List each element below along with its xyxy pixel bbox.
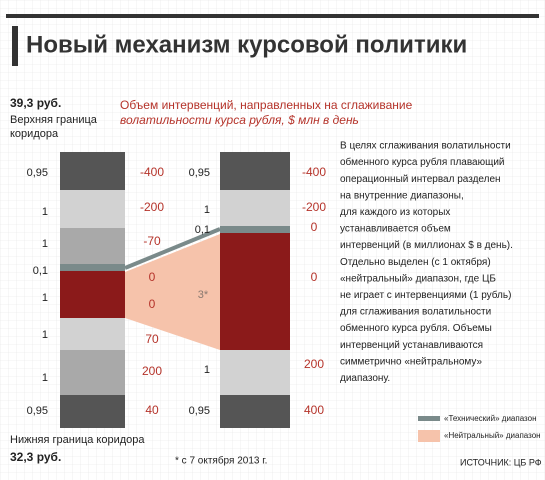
paragraph-line: устанавливается объем xyxy=(340,223,451,235)
title: Новый механизм курсовой политики xyxy=(26,31,467,58)
paragraph-line: В целях сглаживания волатильности xyxy=(340,141,511,152)
upper-label: коридора xyxy=(10,128,59,140)
paragraph-line: Отдельно выделен (с 1 октября) xyxy=(340,256,491,268)
width-label: 1 xyxy=(42,206,48,218)
volume-label: -200 xyxy=(302,200,326,214)
legend-label: «Технический» диапазон xyxy=(444,414,537,423)
width-label: 0,1 xyxy=(33,265,48,277)
volume-label: -70 xyxy=(143,234,161,248)
volume-label: 0 xyxy=(149,297,156,311)
neutral-width: 3* xyxy=(198,289,209,301)
volume-label: -200 xyxy=(140,200,164,214)
paragraph-line: симметрично «нейтральному» xyxy=(340,356,483,367)
source: ИСТОЧНИК: ЦБ РФ xyxy=(460,457,542,467)
width-label: 0,95 xyxy=(27,405,48,417)
paragraph-line: обменного курса рубля. Объемы xyxy=(340,322,492,334)
right-column xyxy=(220,152,290,428)
width-label: 0,95 xyxy=(189,405,210,417)
width-label: 0,95 xyxy=(189,167,210,179)
upper-label: Верхняя граница xyxy=(10,114,98,126)
top-rule xyxy=(6,14,539,18)
width-label: 1 xyxy=(204,364,210,376)
width-label: 1 xyxy=(42,292,48,304)
width-label: 1 xyxy=(42,372,48,384)
paragraph-line: для каждого из которых xyxy=(340,207,450,218)
paragraph-line: «нейтральный» диапазон, где ЦБ xyxy=(340,273,496,284)
paragraph-line: не играет с интервенциями (1 рубль) xyxy=(340,289,511,301)
footnote: * с 7 октября 2013 г. xyxy=(175,455,267,467)
paragraph-line: для сглаживания волатильности xyxy=(340,307,491,318)
width-label: 0,95 xyxy=(27,167,48,179)
width-label: 1 xyxy=(42,238,48,250)
lower-label: Нижняя граница коридора xyxy=(10,434,145,446)
volume-label: 400 xyxy=(304,403,324,417)
volume-label: 0 xyxy=(311,270,318,284)
legend: «Технический» диапазон «Нейтральный» диа… xyxy=(418,414,541,442)
technical-line xyxy=(124,227,221,270)
width-label: 0,1 xyxy=(195,224,210,236)
volume-label: 0 xyxy=(149,270,156,284)
neutral-band xyxy=(125,234,220,350)
volume-label: 40 xyxy=(145,403,159,417)
paragraph-line: операционный интервал разделен xyxy=(340,174,501,185)
volume-label: -400 xyxy=(140,165,164,179)
legend-label: «Нейтральный» диапазон xyxy=(444,431,541,440)
paragraph-line: диапазону. xyxy=(340,373,390,384)
volume-label: -400 xyxy=(302,165,326,179)
volume-label: 0 xyxy=(311,220,318,234)
upper-price: 39,3 руб. xyxy=(10,96,61,110)
volume-label: 70 xyxy=(145,332,159,346)
paragraph-line: на внутренние диапазоны, xyxy=(340,190,464,201)
header: Объем интервенций, направленных на сглаж… xyxy=(120,98,413,112)
width-label: 1 xyxy=(42,329,48,341)
paragraph-line: обменного курса рубля плавающий xyxy=(340,156,505,168)
volume-label: 200 xyxy=(142,364,162,378)
volume-label: 200 xyxy=(304,357,324,371)
paragraph-line: интервенций устанавливаются xyxy=(340,340,483,351)
header: волатильности курса рубля, $ млн в день xyxy=(120,113,359,127)
paragraph-line: интервенций (в миллионах $ в день). xyxy=(340,240,513,251)
width-label: 1 xyxy=(204,204,210,216)
left-column xyxy=(60,152,125,428)
lower-price: 32,3 руб. xyxy=(10,450,61,464)
title-mark xyxy=(12,26,18,66)
